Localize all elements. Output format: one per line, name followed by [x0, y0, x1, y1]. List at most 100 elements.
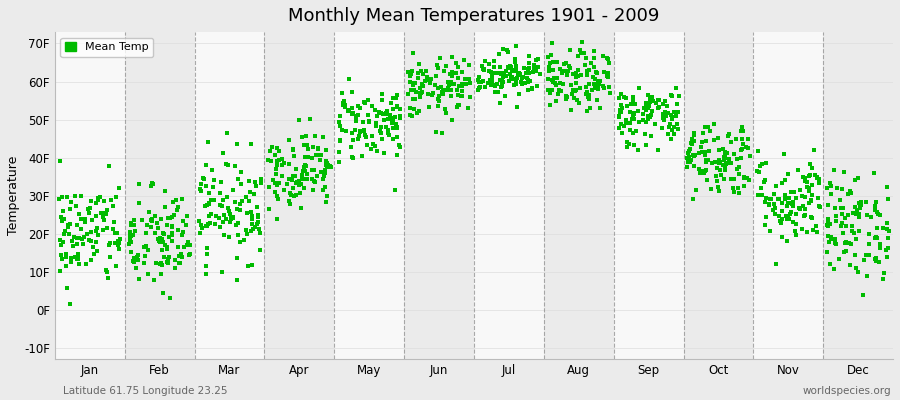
Point	[315, 176, 329, 182]
Point	[342, 75, 356, 82]
Point	[237, 236, 251, 243]
Point	[805, 182, 819, 188]
Point	[244, 209, 258, 215]
Point	[126, 232, 140, 238]
Point	[472, 84, 486, 91]
Point	[526, 65, 541, 71]
Point	[196, 176, 211, 183]
Point	[774, 220, 788, 226]
Point	[636, 117, 651, 124]
Point	[476, 66, 491, 72]
Point	[337, 101, 351, 108]
Point	[810, 194, 824, 201]
Point	[178, 222, 193, 228]
Point	[428, 73, 443, 79]
Point	[716, 176, 731, 182]
Point	[529, 68, 544, 74]
Point	[681, 149, 696, 156]
Point	[808, 172, 823, 178]
Point	[500, 46, 514, 53]
Point	[838, 239, 852, 245]
Point	[441, 79, 455, 86]
Point	[712, 158, 726, 165]
Point	[157, 230, 171, 237]
Point	[773, 218, 788, 224]
Point	[571, 72, 585, 79]
Point	[828, 205, 842, 211]
Point	[246, 226, 260, 232]
Point	[588, 76, 602, 82]
Point	[791, 167, 806, 174]
Point	[508, 77, 523, 84]
Point	[508, 81, 523, 88]
Point	[194, 181, 208, 188]
Point	[623, 120, 637, 126]
Point	[112, 246, 126, 252]
Point	[105, 202, 120, 209]
Point	[412, 61, 427, 68]
Point	[800, 229, 814, 236]
Point	[836, 205, 850, 211]
Point	[163, 215, 177, 222]
Point	[490, 81, 504, 87]
Point	[148, 260, 163, 266]
Point	[53, 268, 68, 274]
Point	[264, 158, 278, 164]
Point	[63, 301, 77, 308]
Point	[146, 181, 160, 187]
Point	[544, 87, 559, 93]
Point	[295, 176, 310, 182]
Point	[239, 227, 254, 234]
Point	[275, 173, 290, 179]
Point	[463, 80, 477, 86]
Point	[698, 124, 713, 130]
Point	[639, 100, 653, 106]
Point	[388, 114, 402, 120]
Point	[131, 181, 146, 188]
Point	[864, 214, 878, 220]
Point	[141, 247, 156, 253]
Point	[485, 75, 500, 81]
Point	[137, 260, 151, 266]
Point	[269, 170, 284, 177]
Point	[821, 222, 835, 229]
Point	[356, 99, 371, 105]
Point	[402, 111, 417, 118]
Point	[374, 130, 388, 136]
Point	[712, 159, 726, 166]
Point	[95, 214, 110, 220]
Point	[637, 105, 652, 111]
Point	[500, 65, 515, 71]
Point	[496, 74, 510, 80]
Point	[272, 180, 286, 186]
Point	[799, 178, 814, 185]
Point	[870, 211, 885, 218]
Point	[386, 124, 400, 131]
Point	[613, 107, 627, 114]
Point	[235, 198, 249, 204]
Point	[472, 74, 486, 80]
Point	[829, 218, 843, 224]
Y-axis label: Temperature: Temperature	[7, 156, 20, 235]
Point	[446, 69, 460, 76]
Point	[403, 79, 418, 85]
Point	[519, 75, 534, 81]
Point	[438, 106, 453, 112]
Point	[284, 192, 298, 198]
Point	[159, 244, 174, 250]
Point	[162, 295, 176, 301]
Point	[509, 66, 524, 72]
Point	[827, 240, 842, 246]
Point	[581, 66, 596, 73]
Point	[586, 74, 600, 80]
Point	[370, 148, 384, 154]
Point	[175, 232, 189, 238]
Point	[706, 121, 721, 127]
Point	[147, 277, 161, 283]
Point	[833, 204, 848, 211]
Point	[585, 87, 599, 93]
Point	[406, 80, 420, 86]
Point	[704, 186, 718, 192]
Point	[823, 239, 837, 245]
Point	[364, 133, 379, 140]
